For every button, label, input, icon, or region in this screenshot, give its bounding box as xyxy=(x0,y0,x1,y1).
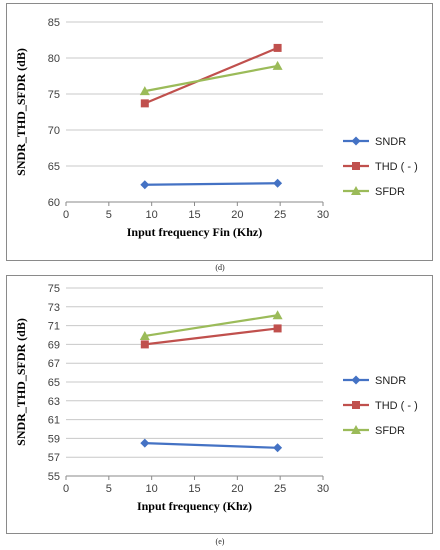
data-point xyxy=(273,43,282,52)
x-tick-label: 30 xyxy=(317,209,329,221)
x-axis-title: Input frequency Fin (Khz) xyxy=(127,225,262,239)
y-axis-title: SNDR_THD_SFDR (dB) xyxy=(14,318,28,446)
x-tick-label: 10 xyxy=(146,209,158,221)
data-point xyxy=(273,324,282,333)
chart-panel-d: 60 65 70 75 80 85 0 5 10 15 20 25 30 Input frequency … xyxy=(6,3,433,261)
y-tick-label: 55 xyxy=(48,471,60,483)
x-tick-label: 20 xyxy=(231,483,243,495)
y-tick-label: 70 xyxy=(48,125,60,137)
legend-marker xyxy=(351,136,361,146)
data-point xyxy=(273,443,283,453)
y-tick-label: 63 xyxy=(48,396,60,408)
y-tick-label: 71 xyxy=(48,321,60,333)
data-point xyxy=(139,86,150,96)
y-tick-label: 69 xyxy=(48,339,60,351)
figure-caption-d: (d) xyxy=(215,263,225,272)
chart-panel-e: 55 57 59 61 63 65 67 69 71 73 75 0 5 10 15 20 25 30 Input … xyxy=(6,275,433,534)
legend-marker xyxy=(352,401,360,409)
y-tick-label: 57 xyxy=(48,452,60,464)
x-tick-label: 5 xyxy=(106,483,112,495)
legend-label: SNDR xyxy=(375,136,406,148)
y-tick-label: 85 xyxy=(48,17,60,29)
data-point xyxy=(139,330,150,340)
y-tick-label: 59 xyxy=(48,433,60,445)
x-tick-label: 15 xyxy=(188,209,200,221)
x-axis-title: Input frequency (Khz) xyxy=(137,499,252,513)
y-tick-label: 73 xyxy=(48,302,60,314)
legend-label: SFDR xyxy=(375,186,405,198)
chart-d-svg: 60 65 70 75 80 85 0 5 10 15 20 25 30 Input frequency … xyxy=(14,17,418,239)
y-tick-label: 60 xyxy=(48,197,60,209)
x-tick-label: 25 xyxy=(274,483,286,495)
y-axis-title: SNDR_THD_SFDR (dB) xyxy=(14,48,28,176)
y-tick-label: 65 xyxy=(48,161,60,173)
legend-label: SNDR xyxy=(375,375,406,387)
data-point xyxy=(140,340,149,349)
y-tick-label: 75 xyxy=(48,283,60,295)
series-line-1 xyxy=(144,46,279,105)
x-tick-label: 30 xyxy=(317,483,329,495)
series-line-0 xyxy=(144,442,278,449)
series-line-0 xyxy=(144,182,278,186)
data-point xyxy=(272,60,283,70)
data-point xyxy=(140,180,150,190)
x-tick-label: 25 xyxy=(274,209,286,221)
y-tick-label: 61 xyxy=(48,415,60,427)
x-tick-label: 15 xyxy=(188,483,200,495)
legend-marker xyxy=(352,162,360,170)
legend-label: SFDR xyxy=(375,425,405,437)
x-tick-label: 20 xyxy=(231,209,243,221)
y-tick-label: 65 xyxy=(48,377,60,389)
series-line-1 xyxy=(144,327,278,346)
data-point xyxy=(140,438,150,448)
data-point xyxy=(272,310,283,320)
legend-label: THD ( - ) xyxy=(375,161,418,173)
data-point xyxy=(140,99,149,108)
legend-marker xyxy=(351,425,361,434)
x-tick-label: 0 xyxy=(63,209,69,221)
legend-marker xyxy=(351,375,361,385)
x-tick-label: 10 xyxy=(146,483,158,495)
series-line-2 xyxy=(144,64,278,93)
y-tick-label: 75 xyxy=(48,89,60,101)
legend-marker xyxy=(351,186,361,195)
data-point xyxy=(273,178,283,188)
x-tick-label: 5 xyxy=(106,209,112,221)
y-tick-label: 80 xyxy=(48,53,60,65)
chart-e-svg: 55 57 59 61 63 65 67 69 71 73 75 0 5 10 15 20 25 30 Input … xyxy=(14,283,418,513)
y-tick-label: 67 xyxy=(48,358,60,370)
figure-caption-e: (e) xyxy=(215,537,225,546)
x-tick-label: 0 xyxy=(63,483,69,495)
legend-label: THD ( - ) xyxy=(375,400,418,412)
series-line-2 xyxy=(144,314,278,338)
